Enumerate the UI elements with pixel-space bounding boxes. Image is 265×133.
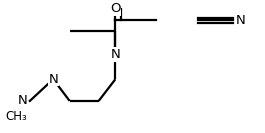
Text: O: O xyxy=(110,2,121,15)
Text: N: N xyxy=(48,73,58,86)
Text: CH₃: CH₃ xyxy=(6,110,27,123)
Text: N: N xyxy=(111,48,120,61)
Text: N: N xyxy=(235,14,245,27)
Text: N: N xyxy=(17,94,27,107)
